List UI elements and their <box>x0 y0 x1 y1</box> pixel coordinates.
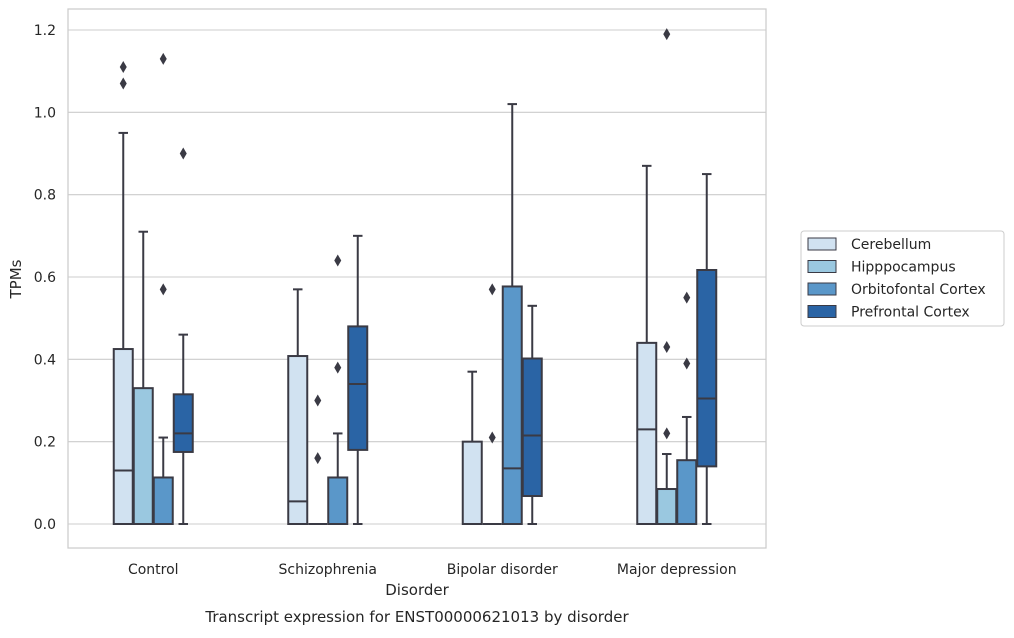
box <box>696 268 718 468</box>
box <box>132 387 154 525</box>
x-tick-label: Bipolar disorder <box>447 562 558 578</box>
plot-frame <box>67 8 767 549</box>
outlier-point <box>314 452 322 465</box>
box <box>461 440 483 525</box>
y-tick-label: 0.2 <box>34 435 56 451</box>
outlier-point <box>119 61 127 74</box>
x-tick-label: Control <box>128 562 179 578</box>
legend-label: Hipppocampus <box>851 260 956 276</box>
x-tick-label: Major depression <box>617 562 737 578</box>
series-hipppocampus <box>132 28 678 526</box>
legend-label: Cerebellum <box>851 237 931 253</box>
box <box>287 355 309 525</box>
box <box>676 459 698 526</box>
legend-swatch <box>807 237 837 251</box>
legend-label: Orbitofontal Cortex <box>851 282 986 298</box>
y-tick-label: 1.2 <box>34 23 56 39</box>
series-orbitofontal-cortex <box>152 52 698 526</box>
y-axis-label: TPMs <box>7 259 25 299</box>
outlier-point <box>179 147 187 160</box>
outlier-point <box>663 340 671 353</box>
outlier-point <box>663 28 671 41</box>
legend-swatch <box>807 305 837 318</box>
x-tick-label: Schizophrenia <box>279 562 377 578</box>
chart-title: Transcript expression for ENST0000062101… <box>204 608 629 626</box>
x-tick-labels: Control Schizophrenia Bipolar disorder Majo… <box>128 562 737 578</box>
outlier-point <box>119 77 127 90</box>
y-tick-label: 0.8 <box>34 188 56 204</box>
outlier-point <box>683 357 691 370</box>
box <box>636 341 658 525</box>
box <box>172 393 194 453</box>
outlier-point <box>334 254 342 267</box>
legend-frame <box>800 230 1005 327</box>
gridlines <box>68 29 766 525</box>
outlier-point <box>663 427 671 440</box>
legend-label: Prefrontal Cortex <box>851 305 970 321</box>
x-axis-label: Disorder <box>385 581 449 599</box>
outlier-point <box>159 52 167 65</box>
box <box>327 476 349 526</box>
series-prefrontal-cortex <box>172 147 718 525</box>
outlier-point <box>314 394 322 407</box>
y-tick-labels: 0.0 0.2 0.4 0.6 0.8 1.0 1.2 <box>34 23 56 533</box>
outlier-point <box>488 431 496 444</box>
box <box>347 325 369 451</box>
box <box>501 285 523 525</box>
box <box>112 348 134 525</box>
outlier-point <box>683 291 691 304</box>
outlier-point <box>488 283 496 296</box>
legend-swatch <box>807 260 837 273</box>
y-tick-label: 0.0 <box>34 517 56 533</box>
outlier-point <box>334 361 342 374</box>
box-series <box>112 28 718 526</box>
outlier-point <box>159 283 167 296</box>
y-tick-label: 1.0 <box>34 105 56 121</box>
legend: Cerebellum Hipppocampus Orbitofontal Corte… <box>800 230 1005 327</box>
legend-swatch <box>807 282 837 296</box>
series-cerebellum <box>112 61 658 525</box>
y-tick-label: 0.4 <box>34 352 56 368</box>
box <box>656 488 678 526</box>
box <box>521 357 543 498</box>
y-tick-label: 0.6 <box>34 270 56 286</box>
box <box>152 476 174 526</box>
